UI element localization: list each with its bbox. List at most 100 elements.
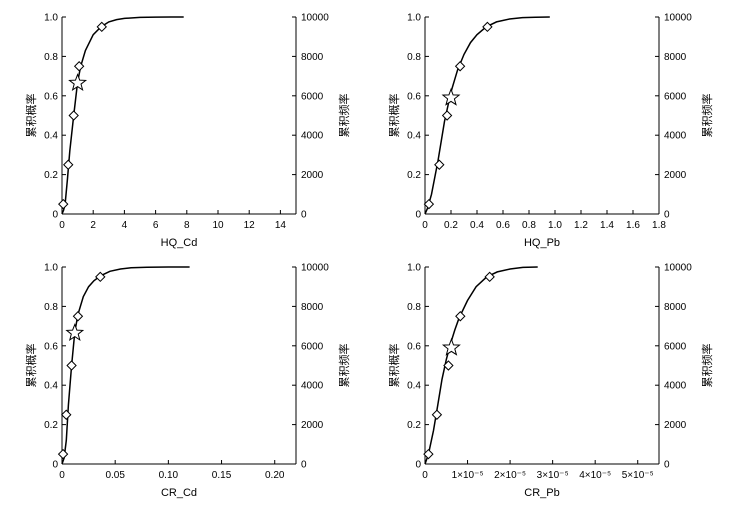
x-tick-label: 3×10⁻⁵ [537, 470, 569, 481]
x-tick-label: 1.0 [548, 220, 562, 231]
x-tick-label: 0.6 [496, 220, 510, 231]
percentile-marker [454, 61, 466, 72]
x-tick-label: 0.20 [265, 470, 285, 481]
panel-hq-pb: 0 0.2 0.4 0.6 0.8 1.0 1.2 1.4 1.6 1.800.20.40.60.… [387, 13, 714, 250]
y-tick-label-right: 4000 [664, 381, 687, 392]
y-tick-label-right: 4000 [664, 131, 687, 142]
x-axis-label: HQ_Cd [161, 237, 198, 249]
y-tick-label-left: 0 [415, 210, 421, 221]
x-tick-label: 0 [59, 470, 65, 481]
y-tick-label-right: 4000 [301, 131, 324, 142]
y-tick-label-right: 6000 [301, 91, 324, 102]
percentile-marker [73, 61, 85, 72]
percentile-marker [72, 311, 84, 322]
y-axis-label-right: 累积频率 [337, 344, 351, 388]
x-tick-label: 0.05 [105, 470, 125, 481]
y-tick-label-left: 0.8 [407, 52, 421, 63]
percentile-marker [431, 409, 443, 420]
y-tick-label-right: 2000 [664, 420, 687, 431]
percentile-marker [58, 198, 69, 210]
y-tick-label-left: 0.8 [407, 302, 421, 313]
y-tick-label-left: 1.0 [407, 13, 421, 24]
percentile-marker [57, 448, 69, 460]
cdf-curve [424, 266, 538, 465]
x-axis-label: HQ_Pb [524, 237, 560, 249]
y-tick-label-left: 0.2 [44, 170, 58, 181]
x-tick-label: 14 [275, 220, 287, 231]
y-tick-label-right: 8000 [664, 302, 687, 313]
percentile-marker [482, 21, 493, 33]
percentile-marker [68, 110, 79, 121]
y-tick-label-right: 10000 [664, 13, 692, 24]
percentile-marker [441, 110, 453, 121]
y-tick-label-left: 0.4 [407, 131, 421, 142]
y-tick-label-right: 0 [664, 460, 670, 471]
x-tick-label: 1×10⁻⁵ [452, 470, 484, 481]
y-tick-label-left: 0.2 [407, 420, 421, 431]
y-tick-label-right: 2000 [301, 170, 324, 181]
y-tick-label-left: 0.2 [407, 170, 421, 181]
mean-star-marker [68, 73, 88, 92]
y-tick-label-right: 8000 [301, 302, 324, 313]
y-tick-label-right: 2000 [664, 170, 687, 181]
panel-cr-cd: 0 0.05 0.10 0.15 0.20 0 0.2 0.4 0.6 0.8 1.0 0 2000 40… [24, 263, 351, 500]
percentile-marker [66, 360, 77, 371]
y-tick-label-left: 0 [415, 460, 421, 471]
x-tick-label: 0.10 [159, 470, 179, 481]
percentile-marker [434, 159, 445, 170]
x-tick-label: 6 [153, 220, 159, 231]
y-tick-label-left: 0.8 [44, 52, 58, 63]
y-tick-label-right: 6000 [664, 91, 687, 102]
x-tick-label: 0.4 [470, 220, 484, 231]
x-tick-label: 4×10⁻⁵ [579, 470, 611, 481]
percentile-marker [423, 198, 435, 210]
y-tick-label-left: 0.4 [44, 381, 58, 392]
x-axis-label: CR_Pb [524, 487, 559, 499]
x-tick-label: 0 [422, 220, 428, 231]
y-tick-label-right: 8000 [301, 52, 324, 63]
y-tick-label-left: 0.2 [44, 420, 58, 431]
y-tick-label-right: 4000 [301, 381, 324, 392]
x-tick-label: 0.8 [522, 220, 536, 231]
y-tick-label-right: 0 [301, 210, 307, 221]
y-tick-label-left: 1.0 [44, 263, 58, 274]
y-tick-label-left: 0 [52, 210, 58, 221]
x-tick-label: 0 [422, 470, 428, 481]
y-tick-label-right: 10000 [301, 13, 329, 24]
cdf-curve [424, 16, 550, 215]
percentile-marker [63, 159, 74, 170]
x-tick-label: 1.4 [600, 220, 614, 231]
percentile-marker [484, 271, 495, 283]
y-tick-label-right: 0 [664, 210, 670, 221]
y-axis-label-left: 累积概率 [387, 344, 401, 388]
percentile-marker [96, 21, 107, 33]
x-tick-label: 1.6 [626, 220, 640, 231]
y-tick-label-left: 0.8 [44, 302, 58, 313]
y-axis-label-right: 累积频率 [337, 94, 351, 138]
x-tick-label: 2 [90, 220, 96, 231]
x-tick-label: 1.2 [574, 220, 588, 231]
y-axis-label-right: 累积频率 [700, 344, 714, 388]
y-tick-label-right: 10000 [664, 263, 692, 274]
y-tick-label-left: 1.0 [44, 13, 58, 24]
cdf-curve [61, 16, 184, 215]
y-tick-label-right: 2000 [301, 420, 324, 431]
x-axis-label: CR_Cd [161, 487, 197, 499]
y-axis-label-left: 累积概率 [24, 344, 38, 388]
x-tick-label: 0.2 [444, 220, 458, 231]
y-tick-label-left: 1.0 [407, 263, 421, 274]
y-tick-label-left: 0 [52, 460, 58, 471]
panel-cr-pb: 0 1×10⁻⁵ 2×10⁻⁵ 3×10⁻⁵ 4×10⁻⁵ 5×10⁻⁵ 0 0.2 0.4 0.… [387, 263, 714, 500]
y-tick-label-right: 0 [301, 460, 307, 471]
x-tick-label: 2×10⁻⁵ [494, 470, 526, 481]
x-tick-label: 12 [244, 220, 256, 231]
cdf-curve [61, 266, 190, 465]
percentile-marker [95, 271, 106, 283]
mean-star-marker [441, 87, 461, 106]
percentile-marker [443, 360, 454, 371]
x-tick-label: 1.8 [652, 220, 666, 231]
y-axis-label-left: 累积概率 [24, 94, 38, 138]
percentile-marker [423, 448, 434, 460]
panel-hq-cd: 0 2 4 6 8 10 12 14 0 0.2 0.4 0.6 0.8 1.0 0 2000 4000 6000… [24, 13, 351, 250]
